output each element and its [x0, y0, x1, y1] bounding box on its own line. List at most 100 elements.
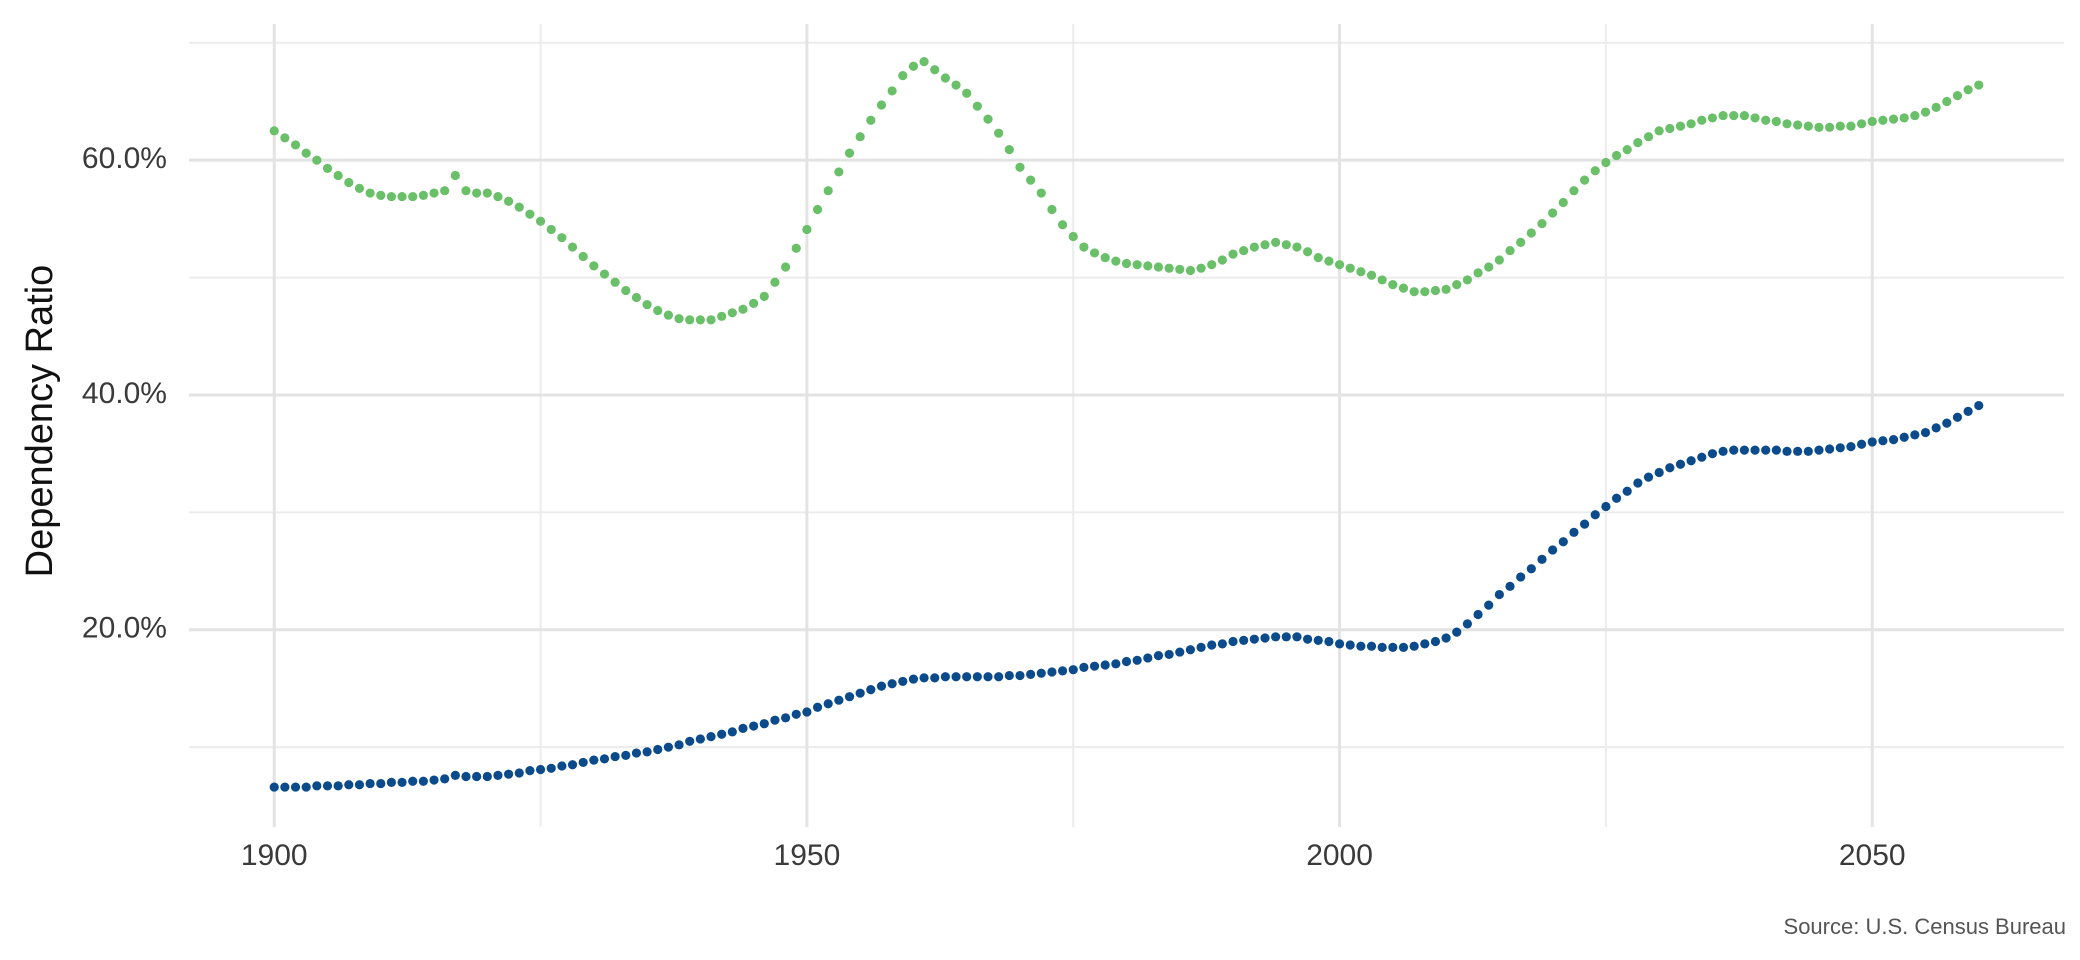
point — [599, 269, 610, 279]
point — [429, 775, 439, 785]
point — [1654, 467, 1664, 478]
x-tick-label: 2050 — [1839, 839, 1906, 872]
point — [1196, 642, 1206, 652]
point — [1835, 443, 1845, 453]
point — [1292, 632, 1302, 642]
y-tick-label: 20.0% — [82, 612, 167, 645]
point — [322, 163, 333, 173]
point — [1377, 275, 1387, 285]
point — [1548, 208, 1558, 218]
y-tick-label: 40.0% — [82, 377, 167, 410]
point — [461, 771, 471, 782]
point — [1430, 285, 1441, 296]
point — [962, 88, 972, 98]
point — [290, 782, 301, 792]
point — [1303, 634, 1313, 644]
point — [408, 776, 418, 786]
point — [663, 310, 674, 320]
point — [1303, 247, 1313, 257]
point — [823, 699, 833, 709]
point — [493, 191, 503, 202]
point — [429, 188, 439, 198]
point — [1473, 609, 1483, 620]
y-axis-label: Dependency Ratio — [19, 265, 61, 578]
point — [1803, 121, 1813, 131]
point — [1366, 270, 1377, 280]
point — [1484, 262, 1494, 272]
point — [1334, 639, 1345, 649]
point — [621, 285, 631, 296]
point — [1196, 263, 1206, 273]
point — [280, 133, 290, 143]
y-tick-label: 60.0% — [82, 142, 167, 175]
point — [354, 780, 365, 790]
point — [344, 780, 354, 790]
point — [1675, 121, 1686, 131]
point — [610, 277, 620, 287]
point — [994, 128, 1004, 138]
point — [695, 734, 705, 744]
x-tick-label: 1950 — [774, 839, 841, 872]
point — [674, 314, 684, 324]
point — [642, 299, 652, 310]
point — [1185, 645, 1196, 655]
point — [482, 188, 492, 198]
point — [1143, 653, 1153, 663]
point — [333, 170, 343, 181]
point — [770, 277, 780, 287]
point — [589, 261, 599, 271]
point — [1942, 418, 1952, 428]
point — [919, 56, 929, 67]
point — [642, 747, 652, 757]
point — [1249, 634, 1259, 644]
point — [1441, 633, 1451, 643]
point — [1057, 666, 1068, 676]
point — [1494, 589, 1504, 600]
point — [983, 114, 993, 124]
point — [1888, 434, 1899, 445]
point — [1452, 280, 1462, 290]
point — [1494, 255, 1504, 265]
point — [1313, 635, 1323, 645]
point — [823, 186, 833, 196]
point — [1068, 231, 1078, 242]
point — [855, 688, 865, 698]
point — [685, 736, 695, 746]
point — [599, 754, 610, 764]
point — [631, 748, 642, 758]
point — [1366, 641, 1377, 651]
point — [812, 702, 823, 712]
point — [962, 672, 972, 682]
point — [1026, 175, 1036, 185]
point — [1281, 240, 1291, 250]
point — [1622, 486, 1632, 496]
point — [1164, 649, 1174, 660]
point — [1910, 430, 1920, 440]
point — [738, 723, 748, 733]
point — [386, 777, 397, 787]
point — [1121, 258, 1132, 269]
point — [717, 729, 727, 739]
point — [1814, 445, 1824, 455]
point — [663, 742, 674, 752]
point — [397, 191, 407, 202]
point — [1920, 107, 1931, 117]
point — [376, 778, 386, 789]
point — [1271, 632, 1281, 642]
point — [791, 243, 801, 253]
point — [1718, 110, 1728, 121]
point — [1729, 445, 1739, 455]
point — [1462, 275, 1473, 285]
point — [472, 188, 482, 198]
point — [525, 766, 535, 776]
point — [1100, 253, 1110, 263]
point — [1292, 242, 1302, 252]
point — [1771, 445, 1781, 455]
point — [610, 751, 620, 762]
point — [1175, 647, 1185, 657]
point — [1931, 102, 1941, 112]
point — [1718, 446, 1728, 456]
point — [898, 676, 908, 687]
point — [631, 292, 642, 303]
